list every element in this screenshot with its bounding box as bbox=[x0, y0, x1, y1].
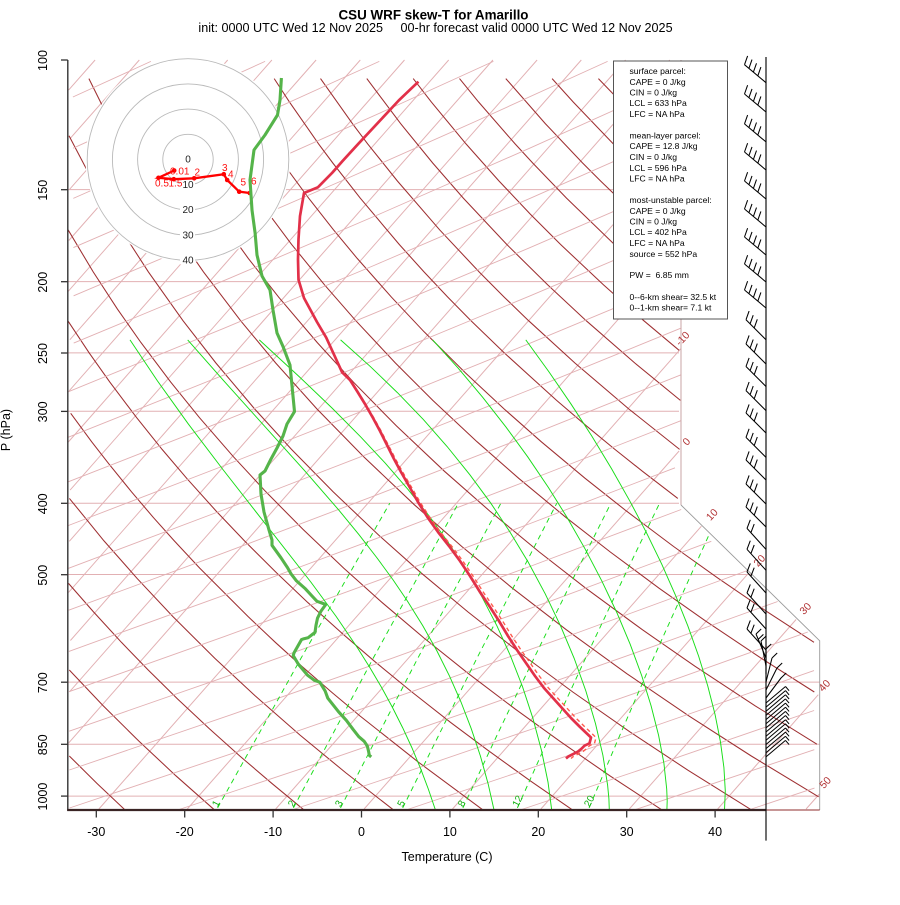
svg-text:20: 20 bbox=[531, 825, 545, 839]
svg-text:6: 6 bbox=[251, 177, 257, 188]
svg-text:5: 5 bbox=[396, 798, 409, 808]
svg-text:40: 40 bbox=[708, 825, 722, 839]
svg-text:0--1-km shear= 7.1 kt: 0--1-km shear= 7.1 kt bbox=[630, 303, 713, 313]
svg-text:surface parcel:: surface parcel: bbox=[630, 66, 686, 76]
svg-text:3: 3 bbox=[222, 163, 228, 174]
svg-text:0--6-km shear= 32.5 kt: 0--6-km shear= 32.5 kt bbox=[630, 292, 717, 302]
svg-text:20: 20 bbox=[182, 205, 194, 216]
svg-text:250: 250 bbox=[36, 343, 50, 364]
svg-text:30: 30 bbox=[620, 825, 634, 839]
svg-text:0: 0 bbox=[358, 825, 365, 839]
svg-text:CAPE = 12.8 J/kg: CAPE = 12.8 J/kg bbox=[630, 141, 698, 151]
svg-text:500: 500 bbox=[36, 565, 50, 586]
svg-text:LFC = NA hPa: LFC = NA hPa bbox=[630, 109, 685, 119]
svg-text:700: 700 bbox=[36, 672, 50, 693]
svg-text:150: 150 bbox=[36, 180, 50, 201]
svg-text:Temperature (C): Temperature (C) bbox=[402, 850, 493, 864]
svg-text:LFC = NA hPa: LFC = NA hPa bbox=[630, 174, 685, 184]
svg-text:LCL = 633 hPa: LCL = 633 hPa bbox=[630, 98, 687, 108]
svg-text:0.01: 0.01 bbox=[170, 167, 190, 178]
svg-text:2: 2 bbox=[195, 168, 201, 179]
svg-text:8: 8 bbox=[456, 798, 469, 808]
svg-text:100: 100 bbox=[36, 50, 50, 71]
svg-text:init: 0000 UTC Wed 12 Nov 2025: init: 0000 UTC Wed 12 Nov 2025 00-hr for… bbox=[198, 21, 672, 35]
svg-text:0: 0 bbox=[185, 155, 191, 166]
svg-text:PW = 6.85 mm: PW = 6.85 mm bbox=[630, 270, 689, 280]
svg-text:source = 552 hPa: source = 552 hPa bbox=[630, 249, 698, 259]
svg-text:CIN = 0 J/kg: CIN = 0 J/kg bbox=[630, 217, 678, 227]
svg-text:1: 1 bbox=[210, 798, 223, 808]
svg-text:12: 12 bbox=[511, 794, 526, 809]
svg-text:4: 4 bbox=[228, 170, 234, 181]
svg-text:LCL = 596 hPa: LCL = 596 hPa bbox=[630, 163, 687, 173]
svg-text:40: 40 bbox=[182, 256, 194, 267]
svg-text:10: 10 bbox=[443, 825, 457, 839]
svg-text:850: 850 bbox=[36, 734, 50, 755]
svg-text:20: 20 bbox=[582, 794, 597, 809]
svg-text:mean-layer parcel:: mean-layer parcel: bbox=[630, 131, 701, 141]
svg-text:1000: 1000 bbox=[36, 783, 50, 811]
svg-text:30: 30 bbox=[182, 230, 194, 241]
svg-text:CIN = 0 J/kg: CIN = 0 J/kg bbox=[630, 88, 678, 98]
svg-text:2: 2 bbox=[286, 798, 299, 808]
svg-text:CAPE = 0 J/kg: CAPE = 0 J/kg bbox=[630, 206, 686, 216]
svg-text:-10: -10 bbox=[264, 825, 282, 839]
svg-text:10: 10 bbox=[182, 180, 194, 191]
svg-text:1.5: 1.5 bbox=[169, 179, 183, 190]
svg-text:0.5: 0.5 bbox=[155, 179, 169, 190]
svg-text:200: 200 bbox=[36, 272, 50, 293]
svg-text:LCL = 402 hPa: LCL = 402 hPa bbox=[630, 227, 687, 237]
svg-text:CAPE = 0 J/kg: CAPE = 0 J/kg bbox=[630, 77, 686, 87]
svg-text:5: 5 bbox=[241, 178, 247, 189]
svg-text:P (hPa): P (hPa) bbox=[0, 409, 13, 451]
svg-text:CSU WRF skew-T for Amarillo: CSU WRF skew-T for Amarillo bbox=[339, 8, 529, 23]
svg-text:3: 3 bbox=[333, 798, 346, 808]
svg-text:-20: -20 bbox=[176, 825, 194, 839]
svg-text:300: 300 bbox=[36, 401, 50, 422]
svg-text:-30: -30 bbox=[87, 825, 105, 839]
svg-text:CIN = 0 J/kg: CIN = 0 J/kg bbox=[630, 152, 678, 162]
svg-text:400: 400 bbox=[36, 493, 50, 514]
svg-text:most-unstable parcel:: most-unstable parcel: bbox=[630, 195, 712, 205]
svg-text:LFC = NA hPa: LFC = NA hPa bbox=[630, 238, 685, 248]
